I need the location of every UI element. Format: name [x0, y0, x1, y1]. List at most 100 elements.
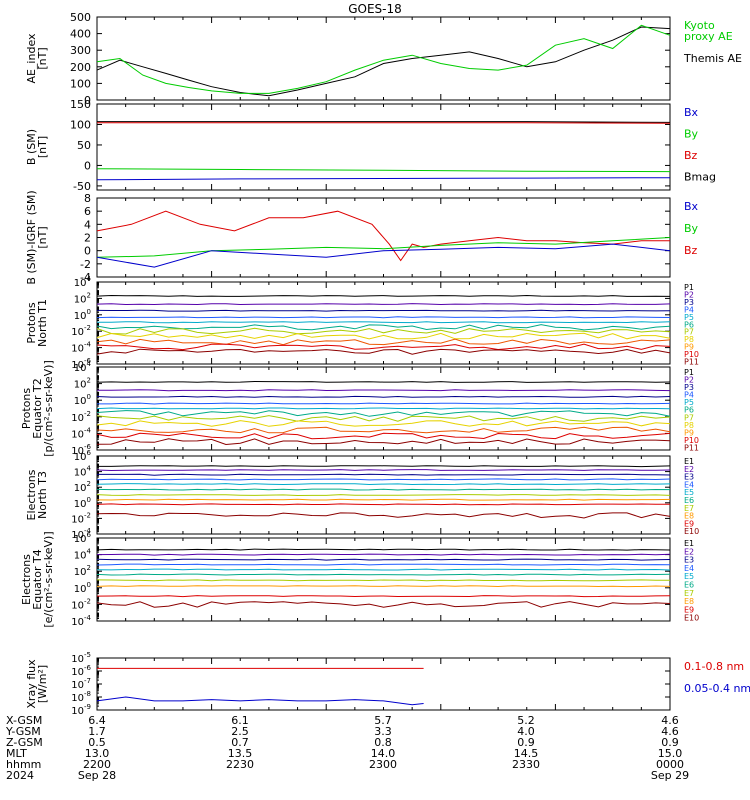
legend-kyoto-proxy-ae: Kyoto proxy AE — [684, 19, 733, 43]
y-tick-label: 10-5 — [71, 651, 91, 665]
y-tick-label: 10-9 — [71, 703, 91, 717]
y-tick-label: -4 — [80, 271, 91, 284]
legend-e3: E3 — [684, 556, 694, 565]
footer-label-2024: 2024 — [6, 769, 34, 782]
series-e4 — [96, 563, 671, 566]
footer-value: 15.0 — [658, 747, 683, 760]
series-e6 — [96, 573, 671, 576]
y-tick-label: 50 — [77, 139, 91, 152]
legend-0-1-0-8-nm: 0.1-0.8 nm — [684, 660, 744, 673]
series-p1 — [96, 294, 671, 297]
series-p2 — [96, 303, 671, 306]
series-p6 — [96, 410, 671, 417]
series-e1 — [97, 465, 671, 468]
y-tick-label: 200 — [70, 61, 91, 74]
y-tick-label: 104 — [74, 548, 92, 562]
legend-e6: E6 — [684, 496, 694, 505]
legend-e10: E10 — [684, 527, 699, 536]
legend-bz: Bz — [684, 244, 698, 257]
y-tick-label: 100 — [70, 118, 91, 131]
series-e3 — [96, 558, 671, 561]
series-e9 — [96, 595, 671, 598]
legend-p9: P9 — [684, 428, 694, 437]
y-tick-label: 102 — [74, 377, 91, 391]
y-tick-label: 10-7 — [71, 677, 91, 691]
series-e2 — [96, 469, 671, 472]
y-axis-label: B (SM)[nT] — [25, 129, 49, 165]
y-axis-label: Xray flux[W/m²] — [25, 659, 49, 709]
y-tick-label: 100 — [74, 496, 91, 510]
y-tick-label: 400 — [70, 28, 91, 41]
legend-bz: Bz — [684, 149, 698, 162]
series-p7 — [96, 327, 671, 335]
legend-e9: E9 — [684, 519, 694, 528]
legend-p3: P3 — [684, 383, 694, 392]
series-e5 — [96, 568, 671, 571]
panel-7: 10-4 10-2 100 102 104 106 ElectronsEquator T4[… — [20, 531, 699, 628]
y-tick-label: 100 — [74, 308, 91, 322]
y-tick-label: 10-2 — [71, 511, 91, 525]
legend-p6: P6 — [684, 406, 694, 415]
y-tick-label: 10-6 — [71, 357, 91, 371]
legend-e7: E7 — [684, 504, 694, 513]
series-by — [96, 237, 671, 258]
y-tick-label: 0 — [84, 94, 91, 107]
footer-label-y-gsm: Y-GSM — [5, 725, 41, 738]
series-e1 — [96, 548, 671, 551]
series-e7 — [96, 494, 671, 497]
footer-value: 13.0 — [85, 747, 110, 760]
y-tick-label: -50 — [73, 180, 91, 193]
legend-p7: P7 — [684, 328, 694, 337]
y-axis-label: ElectronsEquator T4[e/(cm²-s-sr-keV)] — [20, 531, 55, 627]
series-p5 — [96, 407, 671, 410]
y-axis-label: B (SM)-IGRF (SM)[nT] — [25, 190, 49, 284]
y-axis-label: AE_index[nT] — [25, 33, 49, 84]
y-axis-label: ProtonsNorth T1 — [25, 299, 49, 347]
y-tick-label: 100 — [74, 581, 91, 595]
series-p11 — [96, 348, 671, 355]
legend-e8: E8 — [684, 597, 694, 606]
footer-value: 5.2 — [517, 714, 535, 727]
legend-e2: E2 — [684, 465, 694, 474]
series-p2 — [96, 389, 671, 392]
series-p9 — [96, 426, 671, 434]
legend-0-05-0-4-nm: 0.05-0.4 nm — [684, 682, 750, 695]
legend-p7: P7 — [684, 413, 694, 422]
legend-e6: E6 — [684, 581, 694, 590]
series-p7 — [96, 415, 671, 422]
series-e10 — [96, 601, 671, 608]
y-tick-label: 500 — [70, 11, 91, 24]
footer-value: 3.3 — [374, 725, 392, 738]
series-p3 — [96, 309, 671, 312]
legend-p11: P11 — [684, 443, 699, 452]
y-tick-label: 2 — [84, 232, 91, 245]
footer-value: 2.5 — [231, 725, 249, 738]
panel-8: 10-910-810-710-610-5 Xray flux[W/m²] 0.1-0… — [25, 651, 750, 717]
series-e3 — [97, 473, 671, 476]
footer-label-hhmm: hhmm — [6, 758, 41, 771]
footer-value: 0.9 — [517, 736, 535, 749]
y-tick-label: 10-4 — [71, 341, 91, 355]
legend-e5: E5 — [684, 572, 694, 581]
y-tick-label: 0 — [84, 245, 91, 258]
series-p8 — [96, 420, 671, 427]
legend-p4: P4 — [684, 305, 694, 314]
legend-p11: P11 — [684, 358, 699, 367]
series-p10 — [96, 432, 671, 440]
y-tick-label: 106 — [74, 531, 92, 545]
series-p4 — [97, 402, 671, 405]
series-p9 — [96, 338, 671, 346]
legend-bmag: Bmag — [684, 171, 716, 184]
legend-p10: P10 — [684, 436, 699, 445]
y-tick-label: 150 — [70, 98, 91, 111]
legend-e8: E8 — [684, 512, 694, 521]
legend-p9: P9 — [684, 343, 694, 352]
series-e5 — [96, 483, 671, 486]
footer-label-x-gsm: X-GSM — [6, 714, 42, 727]
legend-themis-ae: Themis AE — [683, 52, 742, 65]
panel-4: 10-6 10-4 10-2 100 102 104 ProtonsNorth T1 P1P2… — [25, 275, 699, 371]
footer-value: 14.5 — [514, 747, 539, 760]
footer-value: 4.6 — [661, 725, 679, 738]
